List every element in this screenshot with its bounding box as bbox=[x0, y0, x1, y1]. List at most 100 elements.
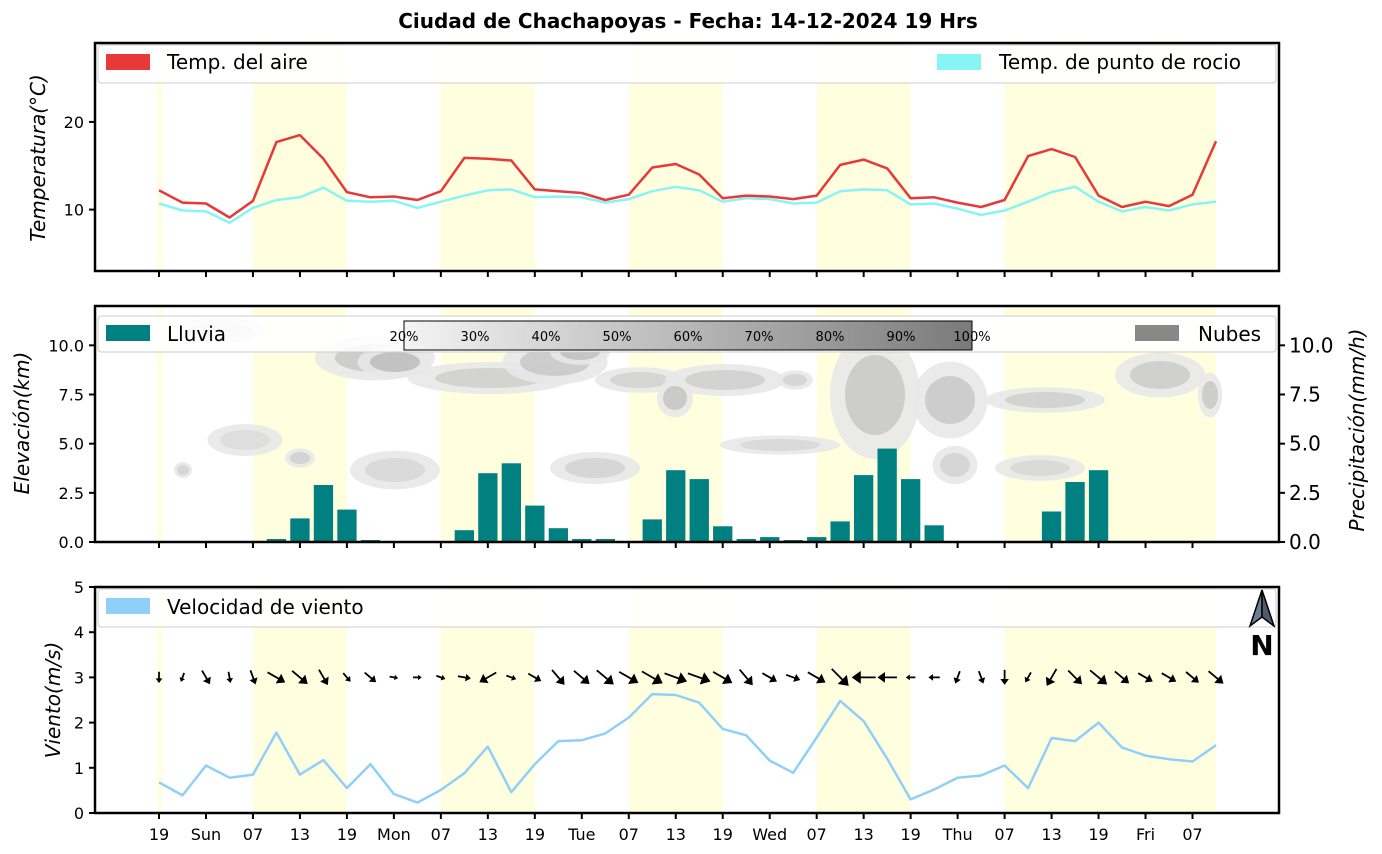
wind-arrow bbox=[761, 672, 777, 683]
wind-arrow bbox=[807, 671, 826, 684]
x-tick-label: 19 bbox=[149, 825, 169, 844]
wind-arrow bbox=[1207, 670, 1224, 684]
y-tick-label: 3 bbox=[74, 668, 84, 687]
rain-bar bbox=[760, 537, 780, 542]
rain-bar bbox=[290, 518, 310, 542]
cloud-blob bbox=[365, 458, 425, 482]
wind-legend-label: Velocidad de viento bbox=[167, 595, 364, 619]
rain-bar bbox=[266, 539, 287, 542]
x-tick-label: Tue bbox=[567, 825, 595, 844]
air-temp-line bbox=[158, 133, 1218, 219]
colorbar-tick-label: 60% bbox=[674, 330, 703, 345]
cloud-blob bbox=[985, 387, 1105, 413]
cloud-blob bbox=[830, 331, 920, 459]
precipitation-axis-label: Precipitación(mm/h) bbox=[1345, 329, 1369, 532]
y2-tick-label: 2.5 bbox=[1289, 481, 1321, 505]
wind-arrow bbox=[687, 672, 711, 685]
daylight-band bbox=[157, 43, 163, 271]
air-temp-legend-label: Temp. del aire bbox=[166, 50, 308, 74]
y-tick-label: 10.0 bbox=[48, 336, 84, 355]
wind-arrow bbox=[457, 673, 471, 682]
y2-tick-label: 0.0 bbox=[1289, 530, 1321, 554]
wind-arrow bbox=[389, 674, 399, 681]
wind-panel: 0 1 2 3 4 5 19 Sun 07 13 19 Mon 07 13 19 Tue 07 13 19 Wed 0… bbox=[41, 578, 1281, 844]
x-tick-label: 13 bbox=[666, 825, 686, 844]
wind-arrow bbox=[1185, 671, 1199, 683]
x-tick-label: Sun bbox=[191, 825, 221, 844]
x-tick-label: 07 bbox=[619, 825, 639, 844]
rain-legend-label: Lluvia bbox=[167, 322, 226, 346]
wind-arrow bbox=[1161, 672, 1177, 683]
wind-direction-arrows bbox=[155, 668, 1224, 686]
y-tick-label: 2.5 bbox=[59, 484, 84, 503]
colorbar-tick-label: 80% bbox=[816, 330, 845, 345]
colorbar-tick-label: 20% bbox=[390, 330, 419, 345]
x-tick-label: 07 bbox=[431, 825, 451, 844]
wind-arrow bbox=[364, 671, 377, 683]
rain-bar bbox=[877, 448, 897, 542]
cloud-blob bbox=[995, 455, 1085, 481]
wind-frame bbox=[93, 585, 1281, 815]
cloud-blob bbox=[777, 370, 813, 390]
cloud-blob bbox=[1198, 372, 1222, 418]
daylight-band bbox=[157, 587, 163, 813]
wind-arrow bbox=[641, 670, 663, 685]
wind-arrow bbox=[318, 669, 329, 686]
rain-bar bbox=[454, 530, 474, 542]
colorbar-tick-label: 100% bbox=[953, 330, 990, 345]
x-tick-label: 19 bbox=[337, 825, 357, 844]
chart-title: Ciudad de Chachapoyas - Fecha: 14-12-202… bbox=[398, 9, 978, 33]
y2-tick-label: 10.0 bbox=[1289, 333, 1334, 357]
rain-bar bbox=[901, 479, 921, 542]
wind-arrow bbox=[664, 672, 688, 685]
wind-arrow bbox=[179, 672, 185, 682]
wind-speed-line bbox=[158, 692, 1217, 804]
cloud-blob bbox=[940, 453, 970, 477]
cloud-blob bbox=[720, 435, 840, 455]
air-temp-legend-swatch bbox=[106, 54, 150, 70]
cloud-blob bbox=[177, 465, 189, 475]
cloud-blob bbox=[1005, 392, 1085, 408]
wind-arrow bbox=[1024, 672, 1032, 683]
rain-bar bbox=[501, 463, 521, 542]
cloud-blob bbox=[783, 374, 807, 386]
rain-bar bbox=[525, 505, 545, 542]
dew-temp-line bbox=[158, 185, 1217, 225]
colorbar-tick-label: 40% bbox=[532, 330, 561, 345]
cloud-blob bbox=[663, 386, 687, 410]
daylight-band bbox=[157, 306, 163, 542]
wind-arrow bbox=[413, 674, 422, 681]
y-tick-label: 0 bbox=[74, 804, 84, 823]
rain-bar bbox=[548, 528, 568, 542]
wind-arrow bbox=[785, 673, 801, 682]
wind-arrow bbox=[1114, 670, 1130, 684]
cloud-blob bbox=[665, 364, 785, 396]
temperature-legend: Temp. del aire Temp. de punto de rocio bbox=[97, 44, 1277, 84]
y2-tick-label: 5.0 bbox=[1289, 432, 1321, 456]
x-tick-label: 07 bbox=[1182, 825, 1202, 844]
wind-arrow bbox=[267, 671, 286, 684]
rain-bar bbox=[807, 537, 827, 542]
cloud-blob bbox=[1115, 352, 1205, 398]
rain-bar bbox=[642, 519, 662, 542]
rain-bar bbox=[666, 470, 686, 542]
cloud-blob bbox=[550, 452, 640, 484]
wind-arrow bbox=[201, 670, 211, 685]
cloud-blob bbox=[932, 445, 978, 485]
wind-legend-swatch bbox=[106, 598, 150, 614]
wind-arrow bbox=[953, 670, 961, 684]
wind-arrow bbox=[249, 670, 258, 685]
cloud-blob bbox=[207, 424, 283, 456]
wind-arrow bbox=[712, 671, 733, 684]
wind-arrow bbox=[479, 671, 497, 684]
cloud-blob bbox=[174, 462, 192, 478]
rain-bar bbox=[1041, 511, 1062, 542]
wind-arrow bbox=[831, 668, 849, 686]
rain-bar bbox=[337, 509, 357, 542]
wind-arrow bbox=[977, 670, 986, 684]
cloud-blob bbox=[1010, 460, 1070, 476]
wind-arrow bbox=[596, 669, 614, 685]
colorbar-tick-label: 30% bbox=[461, 330, 490, 345]
y2-tick-label: 7.5 bbox=[1289, 383, 1321, 407]
x-tick-label: 19 bbox=[900, 825, 920, 844]
